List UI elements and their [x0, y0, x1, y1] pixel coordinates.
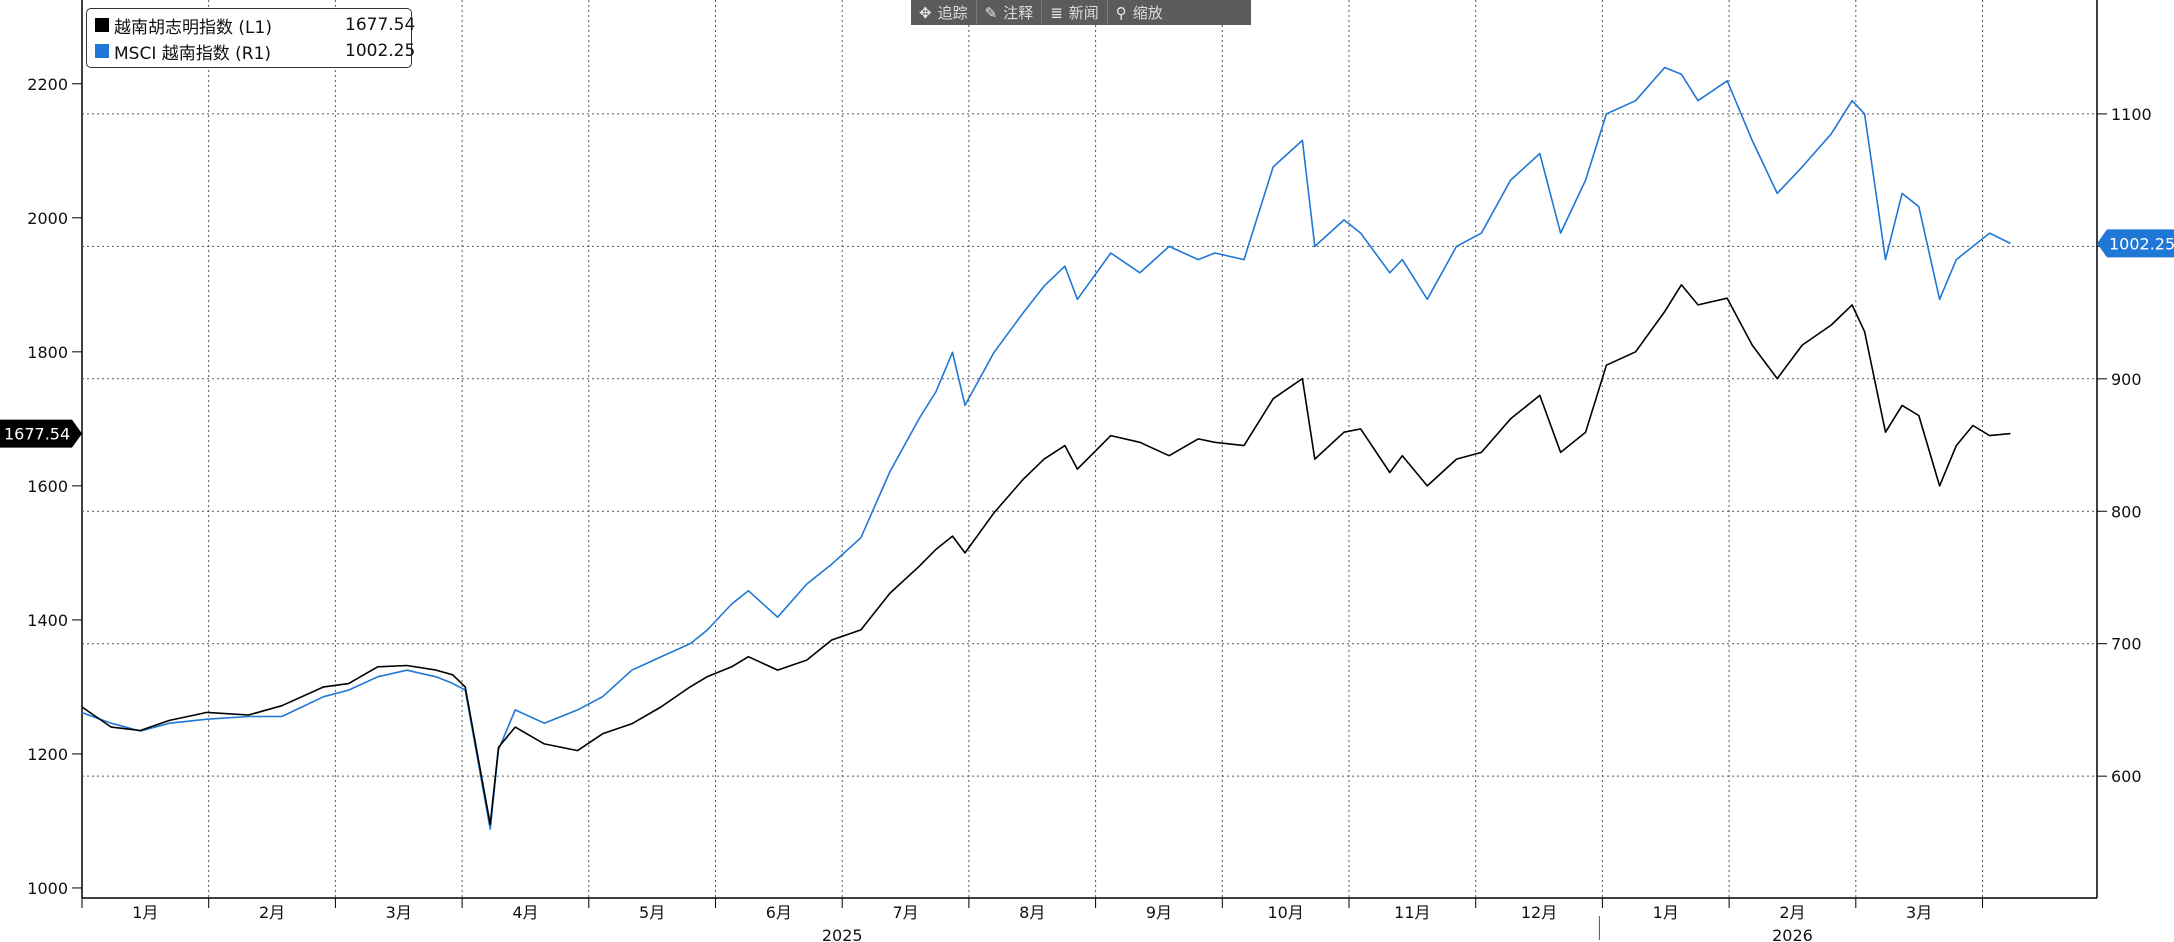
track-label: 追踪	[937, 4, 968, 22]
news-button[interactable]: ≣ 新闻	[1042, 0, 1108, 25]
y-right-tick-label: 800	[2111, 502, 2142, 521]
zoom-button[interactable]: ⚲ 缩放	[1108, 0, 1171, 25]
x-year-label: 2025	[822, 926, 863, 942]
x-tick-label: 2月	[259, 903, 285, 922]
move-icon: ✥	[919, 3, 932, 22]
news-icon: ≣	[1050, 3, 1063, 22]
zoom-label: 缩放	[1132, 4, 1163, 22]
legend-name-hochiminh: 越南胡志明指数 (L1)	[114, 17, 272, 38]
x-tick-label: 9月	[1146, 903, 1172, 922]
legend-value-msci: 1002.25	[345, 41, 416, 61]
x-tick-label: 6月	[766, 903, 792, 922]
pencil-icon: ✎	[984, 3, 998, 22]
track-button[interactable]: ✥ 追踪	[911, 0, 977, 25]
annotate-label: 注释	[1003, 4, 1034, 22]
legend-value-hochiminh: 1677.54	[345, 15, 416, 35]
y-left-tick-label: 1800	[27, 343, 68, 362]
y-left-tick-label: 1600	[27, 477, 68, 496]
x-tick-label: 1月	[132, 903, 158, 922]
news-label: 新闻	[1068, 4, 1099, 22]
x-tick-label: 2月	[1779, 903, 1805, 922]
chart-toolbar: ✥ 追踪 ✎ 注释 ≣ 新闻 ⚲ 缩放	[911, 0, 1251, 25]
y-right-tick-label: 700	[2111, 635, 2142, 654]
legend-swatch-msci	[95, 44, 109, 58]
last-value-label-left: 1677.54	[4, 425, 70, 444]
x-tick-label: 3月	[1906, 903, 1932, 922]
zoom-icon: ⚲	[1115, 3, 1127, 22]
series-line	[81, 66, 2011, 830]
legend-name-msci: MSCI 越南指数 (R1)	[114, 43, 272, 64]
y-right-tick-label: 600	[2111, 767, 2142, 786]
legend-entry-msci[interactable]: MSCI 越南指数 (R1) 1002.25	[95, 39, 416, 64]
x-tick-label: 12月	[1521, 903, 1557, 922]
x-tick-label: 11月	[1394, 903, 1430, 922]
x-tick-label: 5月	[639, 903, 665, 922]
x-tick-label: 8月	[1019, 903, 1045, 922]
last-value-label-right: 1002.25	[2109, 234, 2174, 253]
y-left-tick-label: 1400	[27, 611, 68, 630]
x-tick-label: 7月	[892, 903, 918, 922]
legend-swatch-hochiminh	[95, 18, 109, 32]
y-left-tick-label: 2200	[27, 75, 68, 94]
last-value-tag-left	[0, 419, 82, 448]
y-left-tick-label: 1000	[27, 879, 68, 898]
y-right-tick-label: 900	[2111, 370, 2142, 389]
x-tick-label: 3月	[386, 903, 412, 922]
last-value-tag-right	[2097, 229, 2174, 258]
x-tick-label: 1月	[1653, 903, 1679, 922]
annotate-button[interactable]: ✎ 注释	[977, 0, 1043, 25]
x-tick-label: 4月	[512, 903, 538, 922]
series-line	[81, 284, 2011, 826]
y-left-tick-label: 2000	[27, 209, 68, 228]
x-tick-label: 10月	[1267, 903, 1303, 922]
y-left-tick-label: 1200	[27, 745, 68, 764]
chart-legend: 越南胡志明指数 (L1) 1677.54 MSCI 越南指数 (R1) 1002…	[86, 8, 416, 68]
legend-entry-hochiminh[interactable]: 越南胡志明指数 (L1) 1677.54	[95, 13, 416, 38]
x-year-label: 2026	[1772, 926, 1813, 942]
y-right-tick-label: 1100	[2111, 105, 2152, 124]
